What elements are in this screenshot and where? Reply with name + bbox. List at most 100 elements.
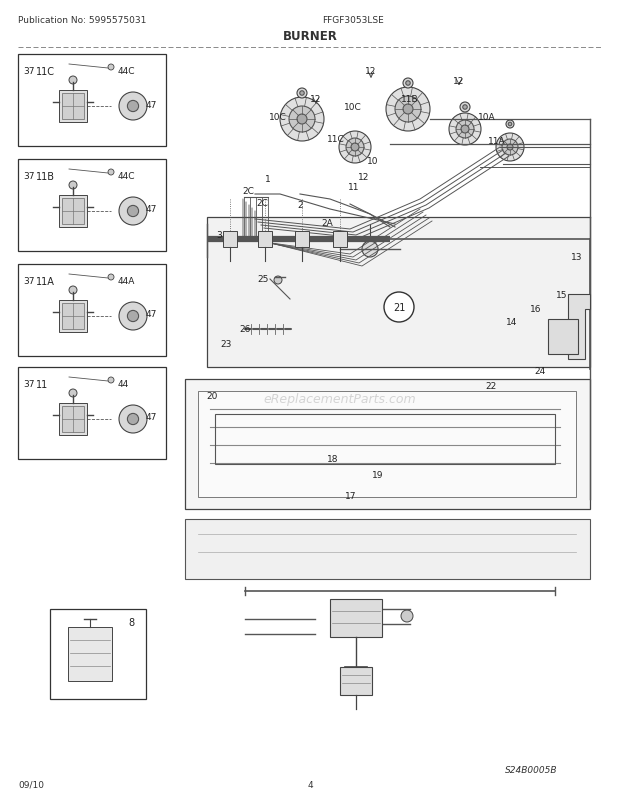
- Circle shape: [502, 140, 518, 156]
- Text: BURNER: BURNER: [283, 30, 337, 43]
- Circle shape: [461, 126, 469, 134]
- Text: 10C: 10C: [344, 103, 362, 112]
- Bar: [62, 94, 84, 119]
- Bar: [59, 301, 87, 333]
- Bar: [50, 610, 146, 699]
- Circle shape: [127, 311, 139, 322]
- Circle shape: [69, 182, 77, 190]
- Circle shape: [460, 103, 470, 113]
- Text: 26: 26: [239, 325, 250, 334]
- Text: 17: 17: [345, 492, 356, 501]
- Circle shape: [108, 274, 114, 281]
- Circle shape: [127, 414, 139, 425]
- Text: 47: 47: [146, 100, 157, 109]
- Circle shape: [351, 144, 359, 152]
- Circle shape: [297, 115, 307, 125]
- Bar: [18, 55, 166, 147]
- Bar: [18, 160, 166, 252]
- Circle shape: [69, 390, 77, 398]
- Text: 23: 23: [220, 340, 232, 349]
- Bar: [62, 199, 84, 225]
- Text: 37: 37: [23, 172, 35, 180]
- Circle shape: [127, 101, 139, 112]
- Circle shape: [362, 241, 378, 257]
- Circle shape: [297, 89, 307, 99]
- Text: 3: 3: [216, 230, 222, 239]
- Circle shape: [339, 132, 371, 164]
- Text: 12: 12: [365, 67, 377, 76]
- Circle shape: [401, 610, 413, 622]
- Circle shape: [506, 121, 514, 129]
- Bar: [59, 91, 87, 123]
- Circle shape: [119, 198, 147, 225]
- Text: 11A: 11A: [36, 277, 55, 286]
- Text: 20: 20: [206, 392, 218, 401]
- Circle shape: [384, 293, 414, 322]
- Text: 10C: 10C: [269, 113, 287, 123]
- Text: 47: 47: [146, 413, 157, 422]
- Bar: [330, 599, 382, 638]
- Text: 44C: 44C: [118, 67, 136, 76]
- Circle shape: [69, 77, 77, 85]
- Circle shape: [395, 97, 421, 123]
- Circle shape: [346, 139, 364, 157]
- Text: 15: 15: [556, 291, 568, 300]
- Circle shape: [405, 82, 410, 86]
- Bar: [59, 196, 87, 228]
- Circle shape: [280, 98, 324, 142]
- Text: FFGF3053LSE: FFGF3053LSE: [322, 16, 384, 25]
- Text: 44C: 44C: [118, 172, 136, 180]
- Circle shape: [449, 114, 481, 146]
- Text: 44: 44: [118, 379, 129, 388]
- Text: 2C: 2C: [242, 187, 254, 196]
- Text: 24: 24: [534, 367, 546, 376]
- Text: eReplacementParts.com: eReplacementParts.com: [264, 393, 416, 406]
- Bar: [18, 265, 166, 357]
- Bar: [68, 627, 112, 681]
- Text: 25: 25: [257, 275, 268, 284]
- Text: 47: 47: [146, 205, 157, 214]
- Circle shape: [463, 106, 467, 110]
- Polygon shape: [185, 379, 590, 509]
- Bar: [62, 304, 84, 330]
- Text: 2C: 2C: [256, 199, 268, 209]
- Text: S24B0005B: S24B0005B: [505, 765, 557, 774]
- Text: 11: 11: [348, 184, 360, 192]
- Circle shape: [108, 65, 114, 71]
- Text: 09/10: 09/10: [18, 780, 44, 789]
- Bar: [340, 667, 372, 695]
- Circle shape: [403, 79, 413, 89]
- Text: 11B: 11B: [401, 95, 419, 104]
- Circle shape: [403, 105, 413, 115]
- Text: 12: 12: [311, 95, 322, 104]
- Circle shape: [274, 277, 282, 285]
- Bar: [59, 403, 87, 435]
- Circle shape: [127, 206, 139, 217]
- Circle shape: [456, 121, 474, 139]
- Bar: [62, 407, 84, 432]
- Text: 1: 1: [265, 176, 271, 184]
- Text: 4: 4: [307, 780, 313, 789]
- Text: 18: 18: [327, 455, 339, 464]
- Text: 11A: 11A: [488, 137, 506, 146]
- Text: 8: 8: [128, 618, 134, 627]
- Text: 44A: 44A: [118, 277, 135, 286]
- Bar: [18, 367, 166, 460]
- Circle shape: [108, 378, 114, 383]
- Circle shape: [299, 91, 304, 96]
- Bar: [215, 415, 555, 464]
- Text: 11B: 11B: [36, 172, 55, 182]
- Circle shape: [119, 302, 147, 330]
- Circle shape: [507, 145, 513, 151]
- Polygon shape: [548, 320, 578, 354]
- Text: 19: 19: [372, 471, 384, 480]
- Circle shape: [496, 134, 524, 162]
- Text: 47: 47: [146, 310, 157, 319]
- Text: 37: 37: [23, 379, 35, 388]
- Bar: [295, 232, 309, 248]
- Circle shape: [108, 170, 114, 176]
- Text: 11: 11: [36, 379, 48, 390]
- Text: 11C: 11C: [36, 67, 55, 77]
- Text: 13: 13: [571, 253, 583, 262]
- Text: 12: 12: [358, 172, 370, 181]
